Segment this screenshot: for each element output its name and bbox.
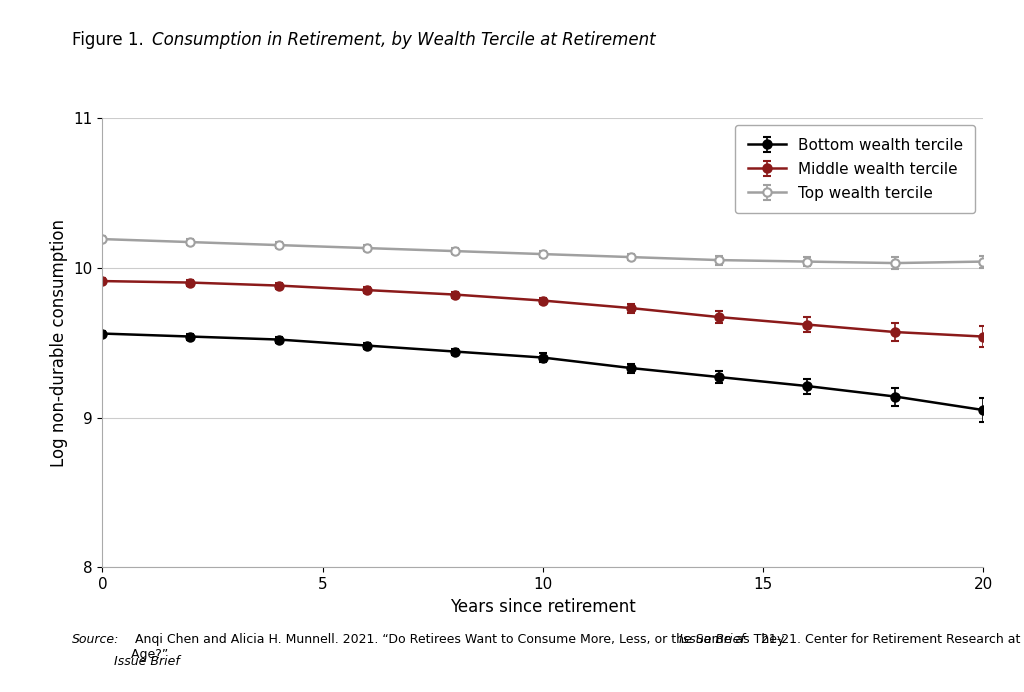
Text: Consumption in Retirement, by Wealth Tercile at Retirement: Consumption in Retirement, by Wealth Ter… [152, 31, 655, 49]
Text: Issue Brief: Issue Brief [679, 633, 744, 646]
Legend: Bottom wealth tercile, Middle wealth tercile, Top wealth tercile: Bottom wealth tercile, Middle wealth ter… [735, 125, 976, 213]
Text: 21-21. Center for Retirement Research at Boston College.: 21-21. Center for Retirement Research at… [757, 633, 1024, 646]
Text: Anqi Chen and Alicia H. Munnell. 2021. “Do Retirees Want to Consume More, Less, : Anqi Chen and Alicia H. Munnell. 2021. “… [131, 633, 784, 661]
Text: Figure 1.: Figure 1. [72, 31, 148, 49]
Y-axis label: Log non-durable consumption: Log non-durable consumption [50, 219, 68, 466]
Text: Source:: Source: [72, 633, 119, 646]
Text: Issue Brief: Issue Brief [114, 655, 179, 668]
X-axis label: Years since retirement: Years since retirement [450, 598, 636, 616]
